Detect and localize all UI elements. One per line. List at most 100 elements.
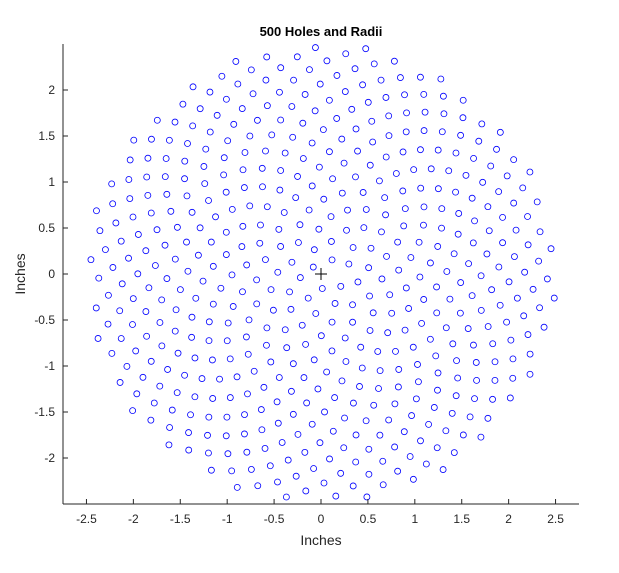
hole-point bbox=[222, 432, 230, 440]
hole-point bbox=[351, 65, 359, 73]
hole-point bbox=[261, 445, 269, 452]
hole-point bbox=[417, 184, 425, 192]
hole-point bbox=[526, 350, 534, 358]
hole-point bbox=[299, 119, 307, 127]
hole-point bbox=[207, 238, 215, 246]
hole-point bbox=[263, 324, 271, 332]
hole-point bbox=[249, 90, 257, 98]
hole-point bbox=[166, 424, 173, 431]
hole-point bbox=[495, 188, 503, 196]
hole-point bbox=[234, 80, 242, 88]
hole-point bbox=[452, 392, 460, 400]
hole-point bbox=[470, 154, 477, 162]
hole-point bbox=[341, 414, 348, 422]
hole-point bbox=[228, 467, 236, 475]
hole-point bbox=[191, 393, 199, 401]
hole-point bbox=[383, 252, 390, 260]
hole-point bbox=[256, 239, 264, 247]
hole-point bbox=[405, 305, 413, 312]
hole-point bbox=[171, 118, 179, 126]
hole-point bbox=[163, 190, 171, 198]
hole-point bbox=[230, 120, 238, 128]
hole-point bbox=[134, 270, 142, 278]
hole-point bbox=[147, 357, 155, 365]
hole-point bbox=[365, 264, 373, 272]
hole-point bbox=[503, 172, 511, 180]
hole-point bbox=[118, 280, 126, 288]
x-tick-label: -1.5 bbox=[170, 512, 191, 526]
hole-point bbox=[415, 378, 422, 386]
hole-point bbox=[496, 128, 504, 136]
hole-point bbox=[228, 205, 236, 213]
hole-point bbox=[145, 284, 153, 292]
hole-point bbox=[283, 344, 291, 352]
hole-point bbox=[317, 332, 325, 340]
hole-point bbox=[470, 341, 477, 349]
hole-point bbox=[241, 149, 249, 156]
hole-point bbox=[375, 385, 382, 392]
hole-point bbox=[129, 213, 137, 221]
hole-point bbox=[385, 132, 393, 140]
hole-point bbox=[171, 255, 179, 263]
hole-point bbox=[320, 479, 328, 487]
hole-point bbox=[312, 310, 320, 317]
hole-point bbox=[472, 359, 480, 366]
hole-point bbox=[289, 133, 297, 141]
hole-point bbox=[369, 309, 377, 317]
hole-point bbox=[299, 155, 307, 162]
hole-point bbox=[294, 173, 301, 180]
hole-point bbox=[403, 109, 410, 117]
hole-point bbox=[357, 343, 365, 351]
hole-point bbox=[399, 187, 407, 195]
x-tick-label: -1 bbox=[222, 512, 233, 526]
hole-point bbox=[352, 458, 360, 466]
hole-point bbox=[366, 327, 374, 334]
hole-point bbox=[392, 170, 400, 177]
hole-point bbox=[223, 337, 231, 345]
hole-point bbox=[273, 398, 281, 406]
hole-point bbox=[277, 243, 285, 250]
hole-point bbox=[410, 166, 418, 174]
hole-point bbox=[455, 210, 463, 217]
hole-point bbox=[143, 332, 151, 340]
hole-point bbox=[420, 203, 428, 211]
hole-point bbox=[292, 472, 300, 480]
hole-point bbox=[206, 128, 214, 136]
hole-point bbox=[359, 189, 367, 196]
hole-point bbox=[496, 301, 504, 309]
hole-point bbox=[446, 295, 454, 303]
hole-point bbox=[187, 411, 194, 419]
hole-point bbox=[420, 296, 428, 303]
hole-point bbox=[489, 395, 496, 403]
hole-point bbox=[105, 291, 112, 299]
hole-point bbox=[524, 331, 532, 338]
y-tick-label: -1.5 bbox=[34, 405, 55, 419]
hole-point bbox=[442, 427, 450, 435]
hole-point bbox=[247, 466, 255, 473]
hole-point bbox=[179, 100, 187, 108]
hole-point bbox=[305, 206, 313, 214]
x-axis-ticks: -2.5 -2 -1.5 -1 -0.5 0 0.5 1 1.5 2 2.5 bbox=[76, 499, 564, 526]
hole-point bbox=[547, 245, 555, 253]
hole-point bbox=[296, 274, 304, 281]
hole-point bbox=[267, 286, 275, 294]
hole-point bbox=[364, 98, 372, 106]
hole-point bbox=[222, 251, 230, 258]
hole-point bbox=[172, 306, 180, 314]
hole-point bbox=[394, 467, 402, 475]
hole-point bbox=[376, 367, 384, 375]
hole-point bbox=[363, 493, 371, 501]
hole-point bbox=[391, 443, 399, 451]
hole-point bbox=[390, 57, 398, 65]
hole-point bbox=[92, 304, 100, 312]
hole-point bbox=[434, 243, 442, 250]
hole-point bbox=[202, 145, 210, 153]
hole-point bbox=[228, 271, 236, 279]
hole-point bbox=[222, 95, 230, 103]
hole-point bbox=[416, 273, 424, 281]
hole-point bbox=[310, 465, 318, 472]
hole-point bbox=[96, 227, 104, 235]
hole-point bbox=[479, 178, 487, 186]
hole-point bbox=[276, 88, 283, 96]
hole-point bbox=[465, 260, 472, 268]
